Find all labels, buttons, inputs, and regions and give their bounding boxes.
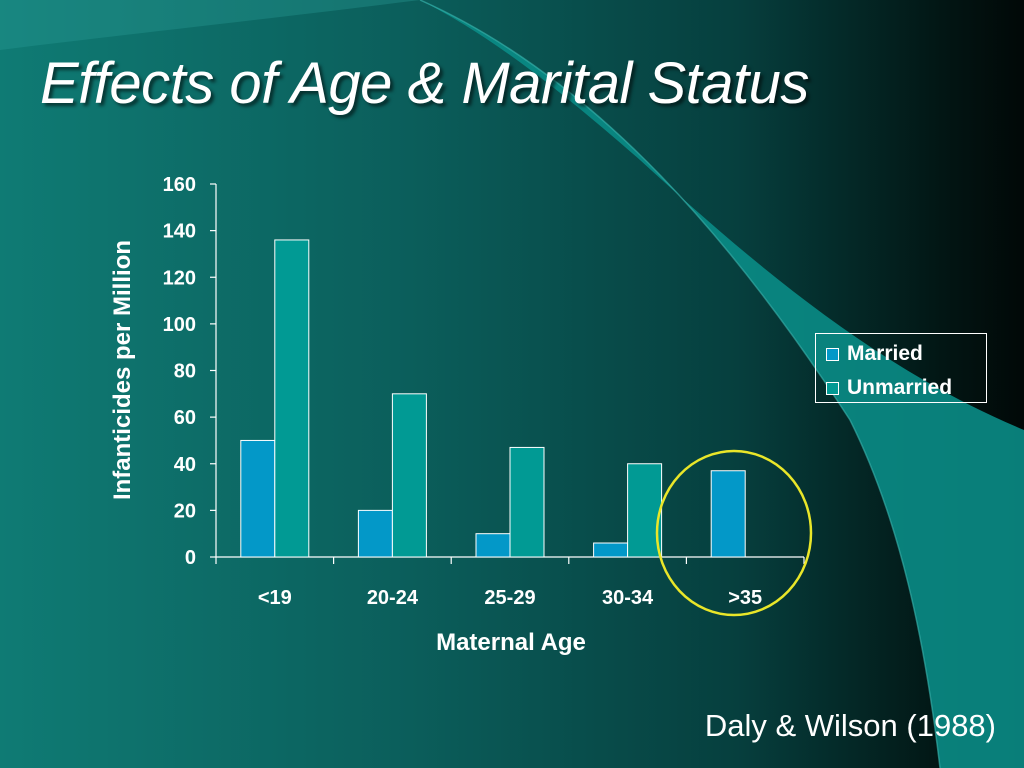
chart-legend: Married Unmarried [815,333,987,403]
y-tick-label: 160 [163,174,196,196]
y-tick-label: 0 [185,547,196,569]
x-tick-label: 25-29 [484,587,535,609]
legend-label-unmarried: Unmarried [847,376,953,399]
bar-married-2 [475,533,511,558]
x-axis-title: Maternal Age [436,629,586,656]
highlight-circle [655,449,813,617]
bar-unmarried-1 [391,393,427,558]
y-tick-label: 120 [163,267,196,289]
bar-married-0 [240,439,276,558]
y-tick-label: 40 [174,454,196,476]
bar-married-3 [593,542,629,558]
y-tick-label: 80 [174,361,196,383]
x-tick-label: >35 [728,587,762,609]
bar-married-1 [357,509,393,558]
legend-swatch-unmarried [826,381,839,395]
y-tick-label: 140 [163,221,196,243]
legend-item-married: Married [826,342,923,366]
y-axis-title: Infanticides per Million [109,240,136,500]
slide-title: Effects of Age & Marital Status [40,51,809,116]
x-tick-label: 30-34 [602,587,654,609]
x-tick-label: <19 [258,587,292,609]
legend-swatch-married [826,347,839,361]
y-tick-label: 100 [163,314,196,336]
chart-labels: 0 20 40 60 80 100 120 140 160 <19 20-24 25-29 30-34 >… [163,174,763,609]
bar-unmarried-3 [627,463,663,558]
chart-bars [240,239,746,558]
bar-unmarried-2 [509,446,545,558]
x-tick-label: 20-24 [367,587,419,609]
y-tick-label: 20 [174,500,196,522]
legend-label-married: Married [847,342,923,365]
citation: Daly & Wilson (1988) [704,708,996,743]
legend-item-unmarried: Unmarried [826,376,952,400]
y-tick-label: 60 [174,407,196,429]
bar-married-4 [710,470,746,558]
bar-unmarried-0 [274,239,310,558]
